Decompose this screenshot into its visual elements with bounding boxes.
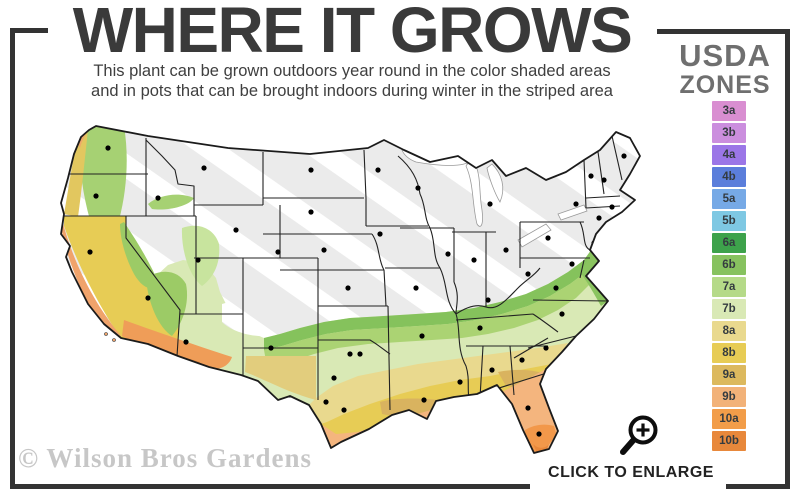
magnifier-plus-icon[interactable]	[614, 410, 662, 462]
frame-right	[785, 29, 790, 489]
watermark: © Wilson Bros Gardens	[18, 443, 312, 473]
legend-zone-4a: 4a	[712, 145, 746, 165]
subtitle-line-1: This plant can be grown outdoors year ro…	[93, 62, 611, 80]
legend-zones: 3a 3b 4a 4b 5a 5b 6a 6b 7a 7b 8a 8b 9a 9b 10a 10b	[712, 101, 746, 453]
legend-zone-4b: 4b	[712, 167, 746, 187]
state-borders	[62, 135, 623, 411]
legend-zone-8b: 8b	[712, 343, 746, 363]
frame-bottom-left	[10, 484, 530, 489]
legend-zone-8a: 8a	[712, 321, 746, 341]
us-hardiness-map[interactable]	[28, 110, 660, 466]
legend-zone-3b: 3b	[712, 123, 746, 143]
legend-zone-10b: 10b	[712, 431, 746, 451]
legend-zone-6b: 6b	[712, 255, 746, 275]
frame-top-right	[657, 29, 790, 34]
legend-zone-9b: 9b	[712, 387, 746, 407]
legend-title-zones: ZONES	[679, 71, 771, 99]
legend-zone-7b: 7b	[712, 299, 746, 319]
legend-title: USDA ZONES	[660, 38, 790, 99]
legend-title-usda: USDA	[679, 38, 771, 73]
legend-zone-5a: 5a	[712, 189, 746, 209]
city-dots	[87, 145, 627, 437]
island	[104, 332, 108, 336]
us-map-svg	[60, 125, 641, 454]
legend-zone-6a: 6a	[712, 233, 746, 253]
island	[112, 338, 116, 342]
frame-top-left	[10, 28, 48, 33]
legend-zone-7a: 7a	[712, 277, 746, 297]
frame-left	[10, 28, 15, 489]
frame-bottom-right	[726, 484, 790, 489]
subtitle: This plant can be grown outdoors year ro…	[22, 62, 682, 101]
click-to-enlarge-button[interactable]: CLICK TO ENLARGE	[548, 464, 714, 481]
page-title: WHERE IT GROWS	[72, 0, 633, 66]
subtitle-line-2: and in pots that can be brought indoors …	[91, 81, 613, 100]
legend-zone-9a: 9a	[712, 365, 746, 385]
legend-zone-3a: 3a	[712, 101, 746, 121]
legend-zone-5b: 5b	[712, 211, 746, 231]
legend-zone-10a: 10a	[712, 409, 746, 429]
